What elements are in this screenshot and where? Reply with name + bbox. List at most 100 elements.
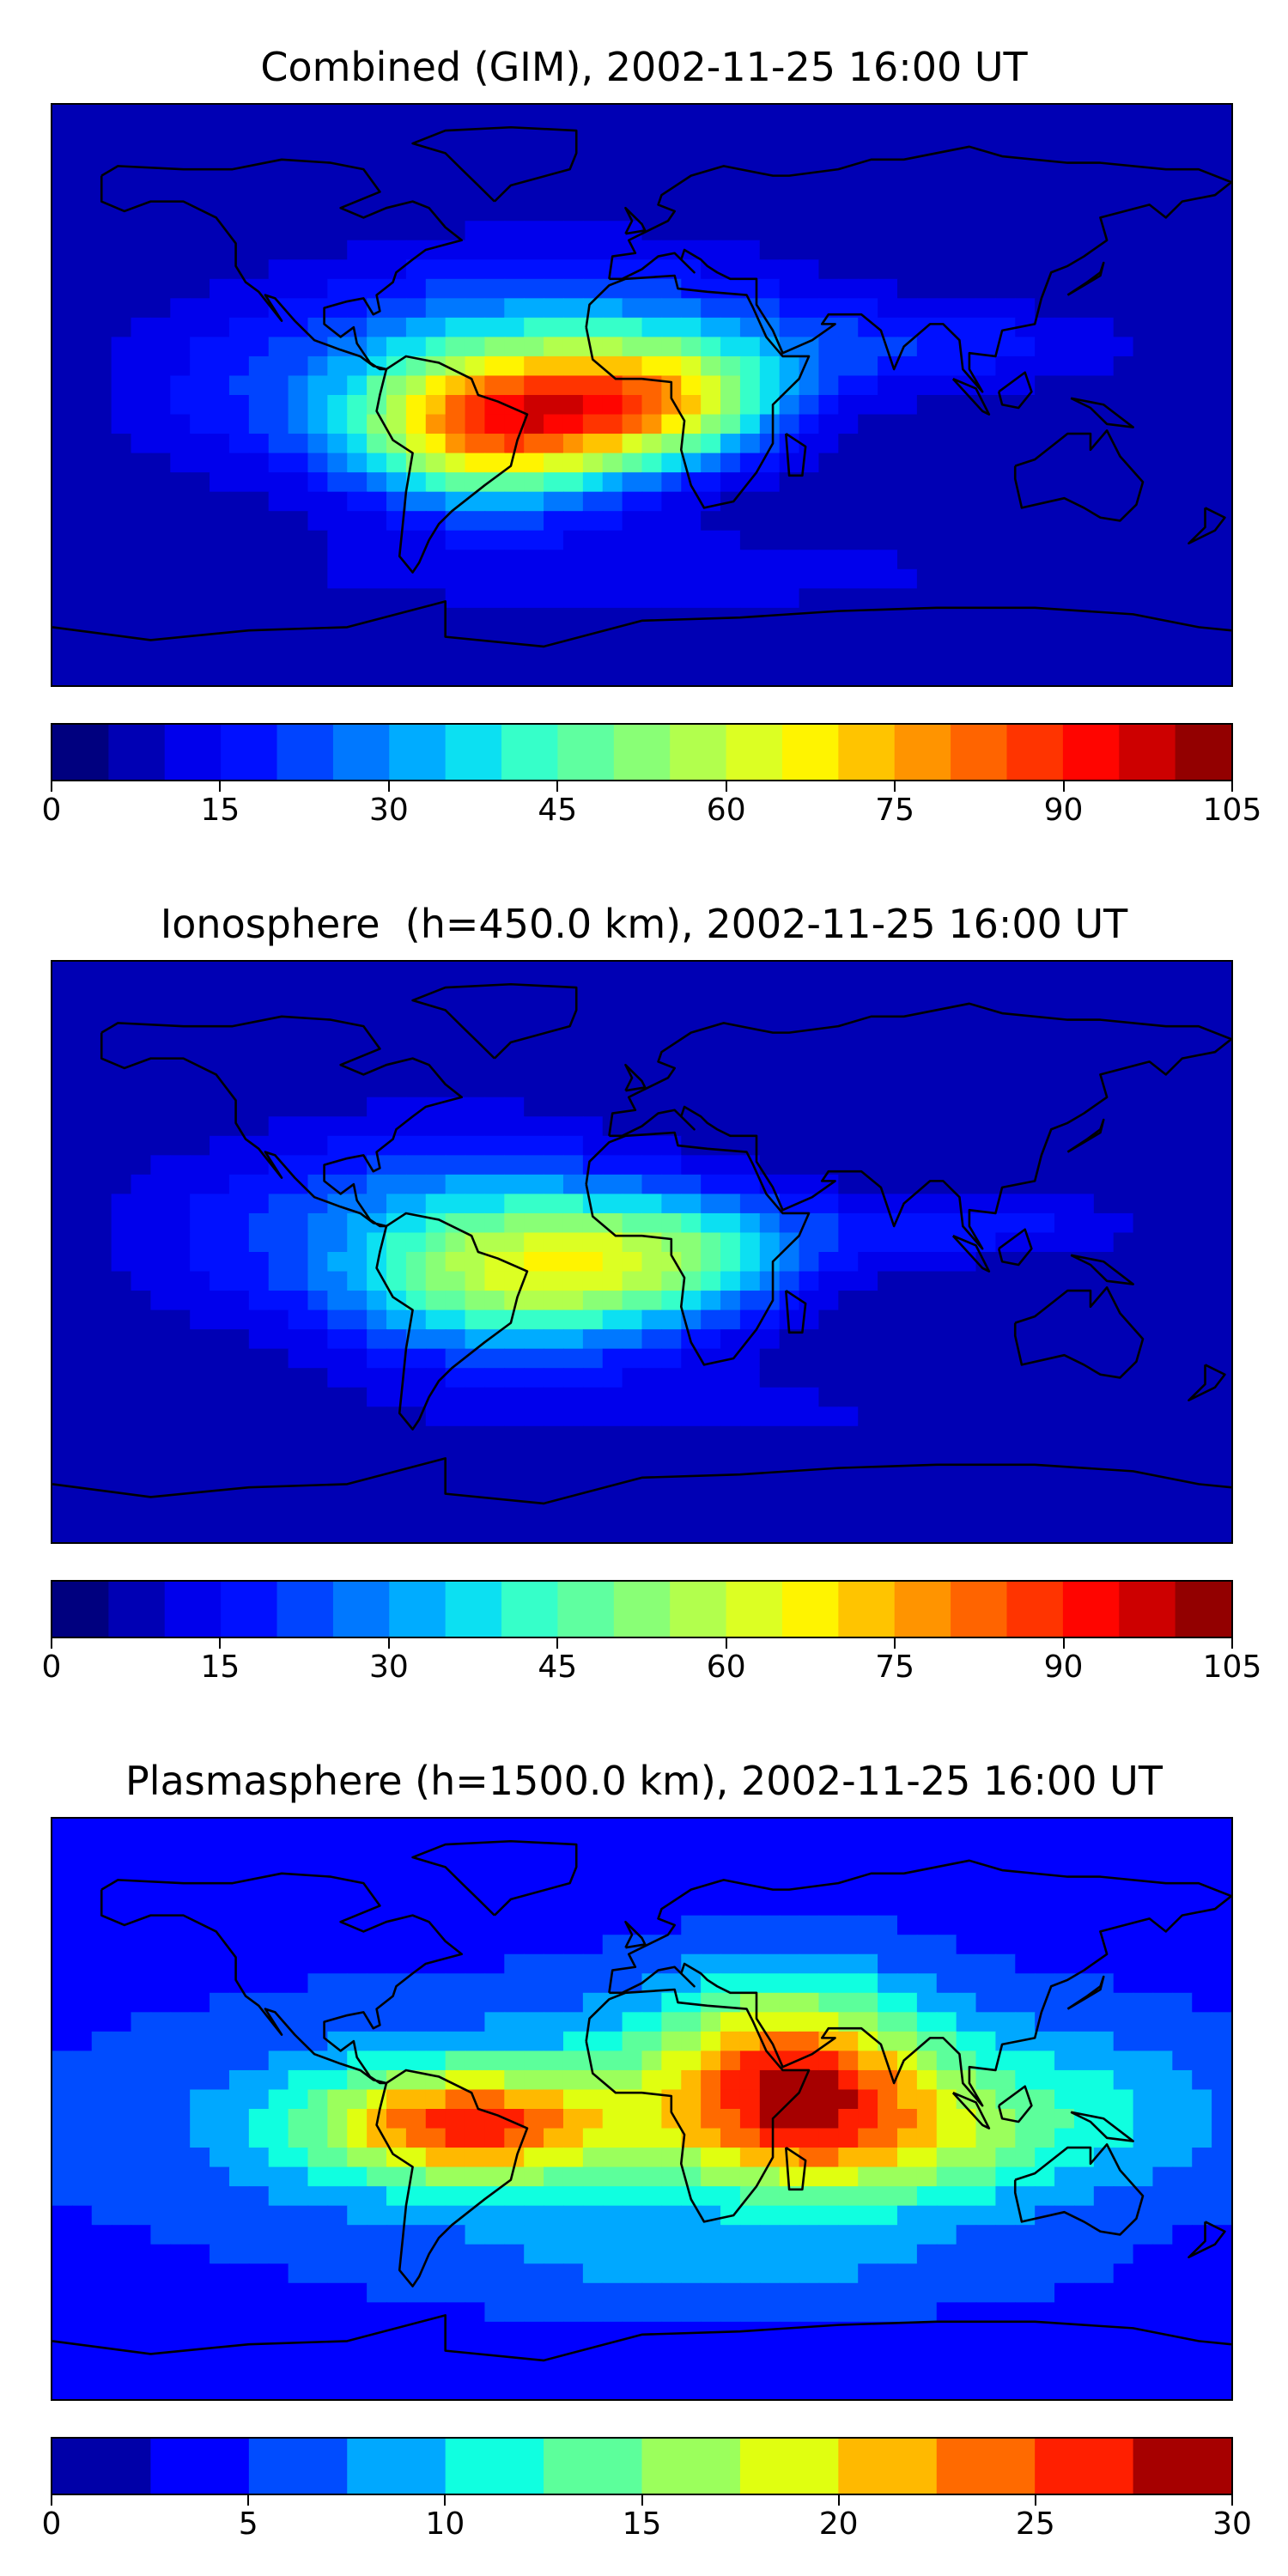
tec-cell <box>268 278 289 300</box>
tec-cell <box>425 2128 447 2148</box>
tec-cell <box>799 1291 820 1311</box>
tec-cell <box>268 2186 289 2207</box>
tec-cell <box>288 1271 309 1291</box>
tec-cell <box>425 491 447 512</box>
tec-cell <box>720 1368 741 1388</box>
tec-cell <box>1212 2050 1231 2071</box>
tec-cell <box>641 1039 663 1060</box>
tec-cell <box>681 240 702 261</box>
tec-cell <box>1093 414 1115 434</box>
tec-cell <box>878 1935 898 1955</box>
tec-cell <box>111 201 132 222</box>
tec-cell <box>91 1116 112 1137</box>
tec-cell <box>425 511 447 532</box>
tec-cell <box>307 259 329 280</box>
tec-cell <box>131 1503 152 1524</box>
tec-cell <box>1073 1953 1095 1975</box>
tec-cell <box>71 105 93 125</box>
tec-cell <box>562 1838 584 1858</box>
colorbar-tick-label: 90 <box>1043 793 1084 828</box>
tec-cell <box>111 1000 132 1021</box>
tec-cell <box>111 414 132 434</box>
tec-cell <box>1152 2186 1174 2207</box>
tec-cell <box>111 511 132 532</box>
tec-cell <box>1172 1019 1194 1040</box>
tec-cell <box>71 1155 93 1176</box>
tec-cell <box>916 2166 938 2187</box>
tec-cell <box>739 1000 761 1021</box>
tec-cell <box>720 2148 741 2168</box>
tec-cell <box>405 2109 427 2129</box>
tec-cell <box>210 568 230 590</box>
tec-cell <box>956 162 977 183</box>
tec-cell <box>91 1464 112 1485</box>
tec-cell <box>641 2205 663 2226</box>
tec-cell <box>190 627 210 647</box>
tec-cell <box>71 1992 93 2014</box>
tec-cell <box>1192 2050 1212 2071</box>
tec-cell <box>602 2128 623 2148</box>
tec-cell <box>91 453 112 473</box>
tec-cell <box>818 337 840 357</box>
chart-title-ionosphere: Ionosphere (h=450.0 km), 2002-11-25 16:0… <box>160 901 1128 947</box>
tec-cell <box>190 434 210 454</box>
tec-cell <box>150 530 172 551</box>
tec-cell <box>1035 1329 1055 1350</box>
tec-cell <box>425 1819 447 1839</box>
tec-cell <box>878 2109 898 2129</box>
tec-cell <box>1113 1425 1134 1447</box>
tec-cell <box>641 1522 663 1542</box>
tec-cell <box>210 434 230 454</box>
tec-cell <box>562 1212 584 1234</box>
tec-cell <box>386 2186 407 2207</box>
tec-cell <box>71 1174 93 1195</box>
tec-cell <box>582 278 604 300</box>
tec-cell <box>52 1819 73 1839</box>
tec-cell <box>1172 278 1194 300</box>
tec-cell <box>52 1194 73 1214</box>
tec-cell <box>799 1194 820 1214</box>
tec-cell <box>347 143 368 164</box>
tec-cell <box>91 2031 112 2052</box>
tec-cell <box>936 2148 957 2168</box>
tec-cell <box>465 1935 486 1955</box>
tec-cell <box>150 124 172 144</box>
tec-cell <box>111 1194 132 1214</box>
tec-cell <box>661 981 683 1001</box>
tec-cell <box>1172 395 1194 416</box>
coastline <box>951 378 991 416</box>
tec-cell <box>916 2089 938 2110</box>
tec-cell <box>307 1155 329 1176</box>
tec-cell <box>838 1445 860 1466</box>
tec-cell <box>386 1097 407 1118</box>
tec-cell <box>52 2031 73 2052</box>
tec-cell <box>307 2012 329 2032</box>
tec-cell <box>445 1522 466 1542</box>
tec-cell <box>661 1915 683 1935</box>
tec-cell <box>975 627 997 647</box>
tec-cell <box>661 646 683 667</box>
tec-cell <box>858 182 878 203</box>
tec-cell <box>916 2128 938 2148</box>
tec-cell <box>228 1097 250 1118</box>
tec-cell <box>1054 1935 1075 1955</box>
tec-cell <box>170 162 191 183</box>
tec-cell <box>170 124 191 144</box>
tec-cell <box>386 1271 407 1291</box>
tec-cell <box>916 607 938 629</box>
tec-cell <box>367 240 387 261</box>
tec-cell <box>1113 1252 1134 1273</box>
tec-cell <box>1054 568 1075 590</box>
tec-cell <box>1015 568 1036 590</box>
tec-cell <box>916 1135 938 1157</box>
tec-cell <box>445 105 466 125</box>
tec-cell <box>602 1212 623 1234</box>
tec-cell <box>71 646 93 667</box>
tec-cell <box>562 2205 584 2226</box>
tec-cell <box>307 550 329 570</box>
tec-cell <box>1172 2109 1194 2129</box>
tec-cell <box>1192 511 1212 532</box>
tec-cell <box>1093 550 1115 570</box>
tec-cell <box>1073 607 1095 629</box>
tec-cell <box>465 665 486 685</box>
